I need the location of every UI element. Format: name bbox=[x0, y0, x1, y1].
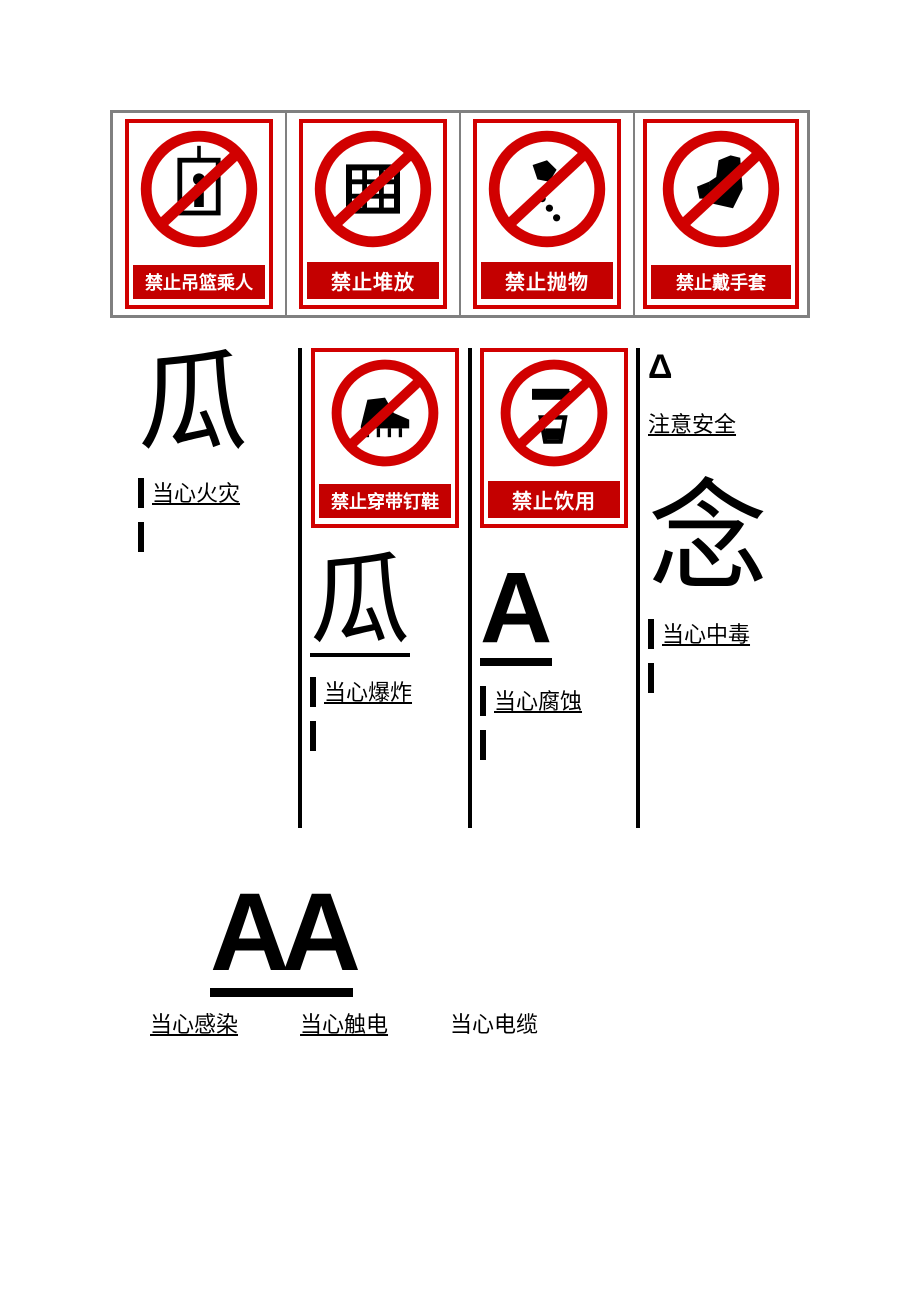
marker-bar-icon bbox=[310, 677, 316, 707]
sign-cell: 禁止吊篮乘人 bbox=[112, 112, 286, 316]
warning-cell-poison: Δ 注意安全 念 当心中毒 bbox=[638, 348, 808, 828]
label-infection: 当心感染 bbox=[150, 1007, 238, 1039]
sign-label: 禁止戴手套 bbox=[651, 265, 791, 299]
caption-safety: 注意安全 bbox=[648, 407, 736, 439]
decorative-char: 瓜 bbox=[138, 348, 248, 458]
caption-fire: 当心火灾 bbox=[138, 476, 240, 508]
prohibition-sign: 禁止吊篮乘人 bbox=[125, 119, 273, 309]
decorative-aa: AA bbox=[210, 878, 353, 997]
prohibition-row-1: 禁止吊篮乘人 禁止堆放 bbox=[110, 110, 810, 318]
warning-row-3: AA 当心感染 当心触电 当心电缆 bbox=[150, 878, 920, 1039]
caption-corrosion: 当心腐蚀 bbox=[480, 684, 582, 716]
marker-bar-icon bbox=[138, 522, 144, 552]
prohibition-sign: 禁止饮用 bbox=[480, 348, 628, 528]
caption-poison: 当心中毒 bbox=[648, 617, 750, 649]
warning-cell-explosion: 禁止穿带钉鞋 瓜 当心爆炸 bbox=[300, 348, 470, 828]
marker-bar-icon bbox=[480, 686, 486, 716]
sign-label: 禁止堆放 bbox=[307, 262, 439, 299]
warning-cell-corrosion: 禁止饮用 A 当心腐蚀 bbox=[470, 348, 638, 828]
page-root: 禁止吊篮乘人 禁止堆放 bbox=[0, 0, 920, 1301]
stack-boxes-icon bbox=[313, 129, 433, 249]
label-electric-shock: 当心触电 bbox=[300, 1007, 388, 1039]
decorative-char: A bbox=[480, 558, 552, 666]
caption-text: 当心中毒 bbox=[662, 617, 750, 649]
marker-bar-icon bbox=[480, 730, 486, 760]
sign-label: 禁止吊篮乘人 bbox=[133, 265, 265, 299]
glove-icon bbox=[661, 129, 781, 249]
caption-text: 当心腐蚀 bbox=[494, 684, 582, 716]
prohibition-sign: 禁止抛物 bbox=[473, 119, 621, 309]
prohibition-sign: 禁止戴手套 bbox=[643, 119, 799, 309]
sign-cell: 禁止抛物 bbox=[460, 112, 634, 316]
throw-object-icon bbox=[487, 129, 607, 249]
label-cable: 当心电缆 bbox=[450, 1007, 538, 1039]
decorative-char: 念 bbox=[648, 479, 768, 599]
row3-labels: 当心感染 当心触电 当心电缆 bbox=[150, 1007, 920, 1039]
marker-bar-icon bbox=[648, 619, 654, 649]
caption-text: 当心火灾 bbox=[152, 476, 240, 508]
basket-person-icon bbox=[139, 129, 259, 249]
sign-cell: 禁止堆放 bbox=[286, 112, 460, 316]
warning-row-2: 瓜 当心火灾 bbox=[130, 348, 920, 828]
sign-cell: 禁止戴手套 bbox=[634, 112, 808, 316]
sign-label: 禁止饮用 bbox=[488, 481, 620, 518]
prohibition-sign: 禁止穿带钉鞋 bbox=[311, 348, 459, 528]
marker-bar-icon bbox=[310, 721, 316, 751]
prohibition-sign: 禁止堆放 bbox=[299, 119, 447, 309]
sign-label: 禁止穿带钉鞋 bbox=[319, 484, 451, 518]
decorative-char: 瓜 bbox=[310, 548, 410, 657]
warning-cell-fire: 瓜 当心火灾 bbox=[130, 348, 300, 828]
caption-explosion: 当心爆炸 bbox=[310, 675, 412, 707]
no-drink-icon bbox=[499, 358, 609, 468]
marker-bar-icon bbox=[138, 478, 144, 508]
delta-icon: Δ bbox=[648, 348, 672, 387]
caption-text: 当心爆炸 bbox=[324, 675, 412, 707]
marker-bar-icon bbox=[648, 663, 654, 693]
sign-label: 禁止抛物 bbox=[481, 262, 613, 299]
nail-shoe-icon bbox=[330, 358, 440, 468]
